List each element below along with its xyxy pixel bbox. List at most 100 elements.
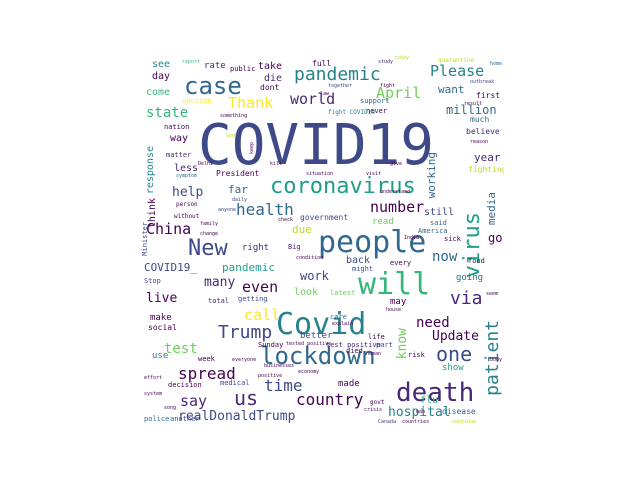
word-said: said	[430, 219, 447, 227]
word-outbreak: outbreak	[470, 79, 495, 85]
word-situation: situation	[306, 171, 334, 177]
word-far: far	[228, 183, 248, 196]
word-food: food	[468, 257, 485, 265]
word-body: body	[490, 357, 503, 363]
word-human: human	[366, 351, 382, 357]
word-businesses: businesses	[264, 363, 295, 369]
word-public: public	[230, 65, 256, 73]
word-much: much	[470, 115, 490, 124]
word-study: study	[378, 59, 394, 65]
word-support: support	[360, 97, 390, 105]
word-kill: kill	[270, 161, 283, 167]
word-us: us	[234, 386, 259, 410]
word-test-positive: test positive	[326, 341, 381, 349]
word-care: care	[330, 313, 347, 321]
word-help: help	[172, 185, 204, 200]
word-realdonaldtrump: realDonaldTrump	[178, 409, 296, 424]
word-day: day	[152, 71, 171, 82]
word-state: state	[146, 105, 189, 121]
word-every: every	[390, 259, 412, 267]
word-covid: Covid	[276, 307, 367, 342]
word-explain: explain	[332, 321, 354, 327]
word-will: will	[358, 267, 431, 302]
word-system: system	[144, 391, 163, 397]
word-look: look	[294, 287, 319, 298]
word-keep: keep	[249, 142, 255, 155]
word-fighting: fighting	[468, 165, 504, 174]
word-show: show	[442, 363, 464, 373]
word-risk: risk	[408, 351, 425, 359]
word-check: check	[278, 217, 294, 223]
word-law: law	[320, 91, 330, 97]
word-time: time	[264, 376, 303, 395]
word-understand: understand	[380, 189, 411, 195]
word-nation: nation	[164, 123, 190, 131]
word-symptom: symptom	[176, 173, 198, 179]
word-working: working	[425, 152, 438, 199]
word-part: part	[376, 341, 393, 349]
word-better: better	[300, 331, 333, 341]
word-full: full	[312, 59, 332, 68]
word-believe: believe	[466, 127, 500, 136]
word-coronavirus: coronavirus	[270, 174, 416, 199]
word-health: health	[236, 200, 294, 219]
word-sunday: Sunday	[258, 341, 284, 349]
word-person: person	[176, 201, 198, 208]
word-use: use	[152, 351, 169, 361]
word-media: media	[485, 192, 498, 226]
word-work: work	[300, 269, 329, 283]
word-must: must	[355, 130, 363, 147]
word-change: change	[200, 231, 219, 237]
word-quarantine: quarantine	[438, 57, 475, 64]
word-virus: virus	[460, 212, 485, 279]
word-positive: positive	[258, 373, 283, 379]
word-still: still	[424, 207, 455, 218]
word-now: now	[432, 249, 458, 265]
word-result: result	[464, 101, 483, 107]
word-way: way	[170, 133, 189, 144]
word-reason: reason	[470, 139, 489, 145]
word-family: family	[200, 221, 219, 227]
word-covid19-small: COVID19_	[144, 261, 197, 274]
word-latest: latest	[330, 289, 356, 297]
word-hospital: hospital	[388, 405, 451, 420]
word-die: die	[264, 73, 283, 84]
word-fight: fight	[380, 83, 396, 89]
word-social: social	[148, 323, 177, 332]
word-say: say	[180, 392, 208, 410]
word-something: something	[220, 113, 248, 119]
word-many: many	[204, 275, 236, 290]
word-april: April	[376, 84, 422, 102]
word-stop: Stop	[144, 277, 161, 285]
word-back: back	[346, 255, 371, 266]
word-go: go	[488, 231, 503, 245]
word-million: million	[446, 103, 497, 117]
word-visit: visit	[366, 171, 382, 177]
word-sick: sick	[444, 235, 461, 243]
word-effort: effort	[144, 375, 163, 381]
word-come: come	[146, 87, 171, 98]
word-man: man	[416, 409, 426, 415]
word-first: first	[476, 91, 501, 100]
word-getting: getting	[238, 295, 268, 303]
word-pandemic-small: pandemic	[222, 261, 275, 274]
word-live: live	[146, 291, 178, 306]
word-today: today	[394, 55, 410, 61]
word-flu: flu	[420, 395, 439, 406]
word-think: think	[147, 198, 158, 229]
word-thank: Thank	[228, 94, 274, 112]
word-daily: daily	[232, 197, 248, 203]
word-cloud: COVID19 people coronavirus Covid will de…	[140, 52, 504, 430]
word-see: see	[152, 59, 171, 70]
word-rate: rate	[204, 61, 226, 71]
word-even: even	[242, 278, 279, 296]
word-america: America	[418, 227, 448, 235]
word-economy: economy	[298, 369, 320, 375]
word-president: President	[216, 169, 260, 178]
word-police: police	[144, 415, 170, 423]
word-via: via	[450, 288, 483, 309]
word-seem: seem	[486, 291, 499, 297]
word-delhi: Delhi	[198, 161, 214, 167]
word-may: may	[390, 297, 407, 307]
word-condition: condition	[296, 255, 324, 261]
